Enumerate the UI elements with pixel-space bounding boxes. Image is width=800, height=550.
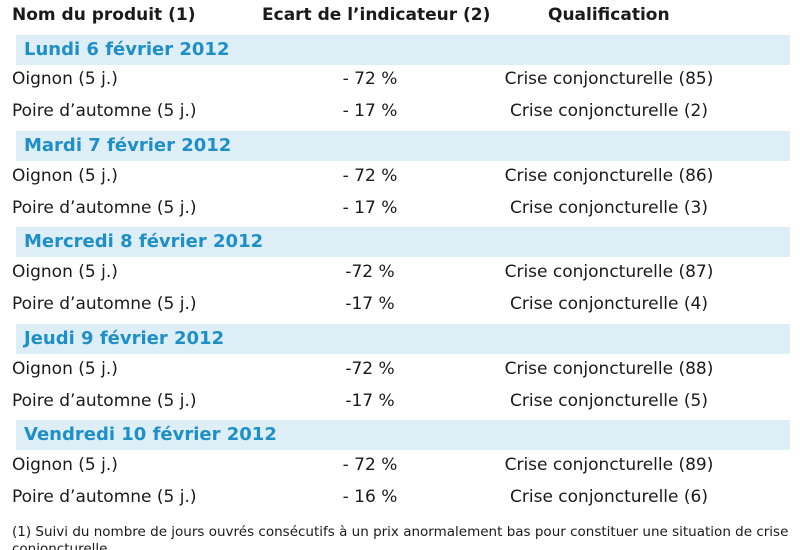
table-row: Poire d’automne (5 j.) -17 % Crise conjo… (0, 387, 800, 419)
table-row: Oignon (5 j.) - 72 % Crise conjoncturell… (0, 65, 800, 97)
ecart-cell: -17 % (345, 294, 395, 314)
day-label: Mardi 7 février 2012 (24, 135, 232, 156)
ecart-cell: -17 % (345, 391, 395, 411)
day-band: Mardi 7 février 2012 (16, 131, 790, 161)
table-row: Oignon (5 j.) - 72 % Crise conjoncturell… (0, 162, 800, 194)
day-label: Mercredi 8 février 2012 (24, 231, 264, 252)
ecart-cell: - 17 % (342, 101, 398, 121)
product-cell: Poire d’automne (5 j.) (12, 198, 197, 218)
ecart-cell: - 72 % (342, 69, 398, 89)
product-cell: Poire d’automne (5 j.) (12, 391, 197, 411)
product-cell: Oignon (5 j.) (12, 359, 118, 379)
qualification-cell: Crise conjoncturelle (86) (504, 166, 714, 186)
product-cell: Poire d’automne (5 j.) (12, 487, 197, 507)
product-cell: Poire d’automne (5 j.) (12, 101, 197, 121)
header-ecart: Ecart de l’indicateur (2) (262, 5, 491, 25)
product-cell: Oignon (5 j.) (12, 166, 118, 186)
day-band: Lundi 6 février 2012 (16, 35, 790, 65)
day-label: Vendredi 10 février 2012 (24, 424, 277, 445)
table-row: Poire d’automne (5 j.) - 16 % Crise conj… (0, 483, 800, 515)
day-band: Vendredi 10 février 2012 (16, 420, 790, 450)
table-row: Poire d’automne (5 j.) - 17 % Crise conj… (0, 97, 800, 129)
day-band: Mercredi 8 février 2012 (16, 227, 790, 257)
ecart-cell: - 17 % (342, 198, 398, 218)
header-qualification: Qualification (548, 5, 670, 25)
header-product: Nom du produit (1) (12, 5, 196, 25)
ecart-cell: - 72 % (342, 455, 398, 475)
ecart-cell: -72 % (345, 262, 395, 282)
table-row: Poire d’automne (5 j.) -17 % Crise conjo… (0, 290, 800, 322)
product-cell: Oignon (5 j.) (12, 69, 118, 89)
day-band: Jeudi 9 février 2012 (16, 324, 790, 354)
ecart-cell: - 16 % (342, 487, 398, 507)
product-cell: Oignon (5 j.) (12, 262, 118, 282)
day-label: Jeudi 9 février 2012 (24, 328, 225, 349)
qualification-cell: Crise conjoncturelle (6) (510, 487, 708, 507)
day-label: Lundi 6 février 2012 (24, 39, 230, 60)
product-cell: Oignon (5 j.) (12, 455, 118, 475)
qualification-cell: Crise conjoncturelle (5) (510, 391, 708, 411)
qualification-cell: Crise conjoncturelle (87) (504, 262, 714, 282)
table-row: Oignon (5 j.) -72 % Crise conjoncturelle… (0, 258, 800, 290)
qualification-cell: Crise conjoncturelle (85) (504, 69, 714, 89)
qualification-cell: Crise conjoncturelle (2) (510, 101, 708, 121)
qualification-cell: Crise conjoncturelle (89) (504, 455, 714, 475)
product-cell: Poire d’automne (5 j.) (12, 294, 197, 314)
footnote: (1) Suivi du nombre de jours ouvrés cons… (12, 524, 789, 550)
table-row: Poire d’automne (5 j.) - 17 % Crise conj… (0, 194, 800, 226)
qualification-cell: Crise conjoncturelle (88) (504, 359, 714, 379)
ecart-cell: -72 % (345, 359, 395, 379)
qualification-cell: Crise conjoncturelle (4) (510, 294, 708, 314)
qualification-cell: Crise conjoncturelle (3) (510, 198, 708, 218)
table-row: Oignon (5 j.) -72 % Crise conjoncturelle… (0, 355, 800, 387)
ecart-cell: - 72 % (342, 166, 398, 186)
table-row: Oignon (5 j.) - 72 % Crise conjoncturell… (0, 451, 800, 483)
table-header: Nom du produit (1) Ecart de l’indicateur… (0, 0, 800, 32)
